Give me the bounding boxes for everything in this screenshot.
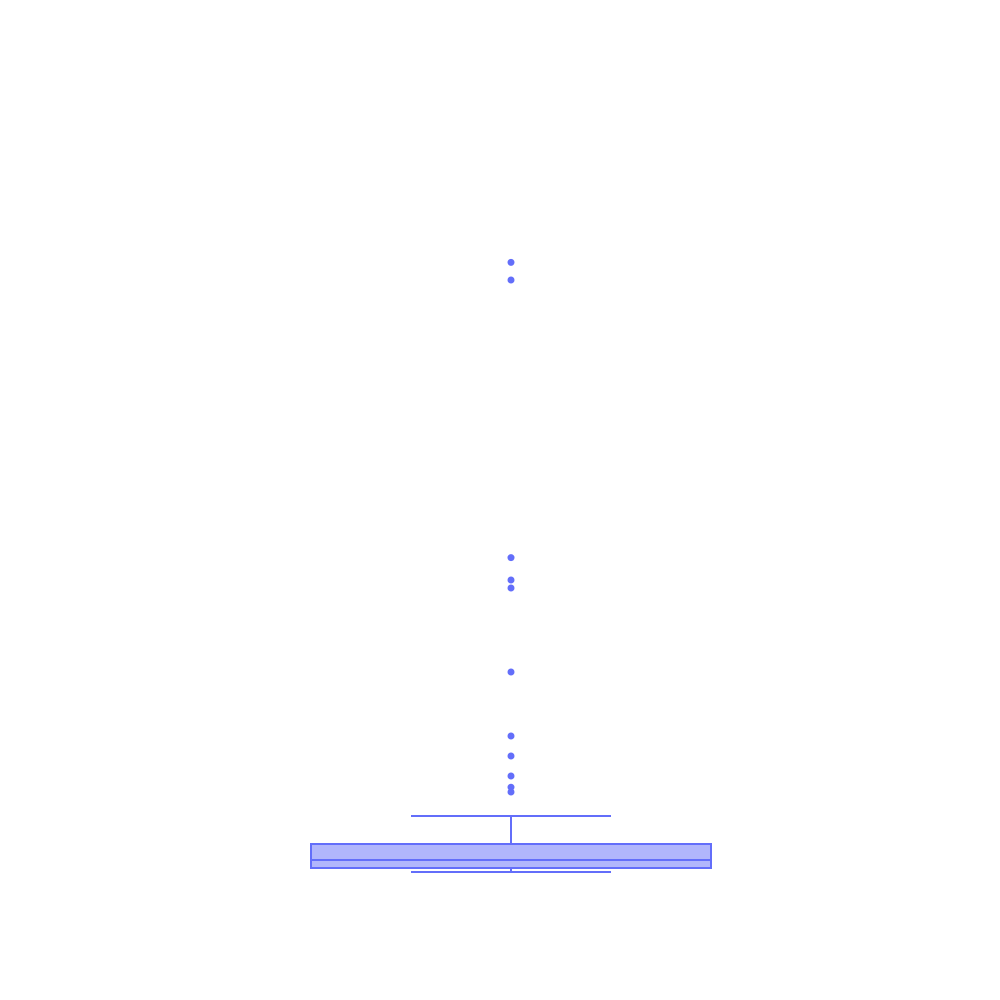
outlier-point bbox=[507, 576, 515, 584]
outlier-point bbox=[507, 732, 515, 740]
outlier-point bbox=[507, 788, 515, 796]
outlier-point bbox=[507, 783, 515, 791]
outlier-point bbox=[507, 584, 515, 592]
outlier-point bbox=[507, 276, 515, 284]
iqr-box bbox=[310, 843, 712, 869]
outlier-point bbox=[507, 258, 515, 266]
outlier-point bbox=[507, 752, 515, 760]
outlier-point bbox=[507, 772, 515, 780]
outlier-point bbox=[507, 554, 515, 562]
outlier-point bbox=[507, 668, 515, 676]
